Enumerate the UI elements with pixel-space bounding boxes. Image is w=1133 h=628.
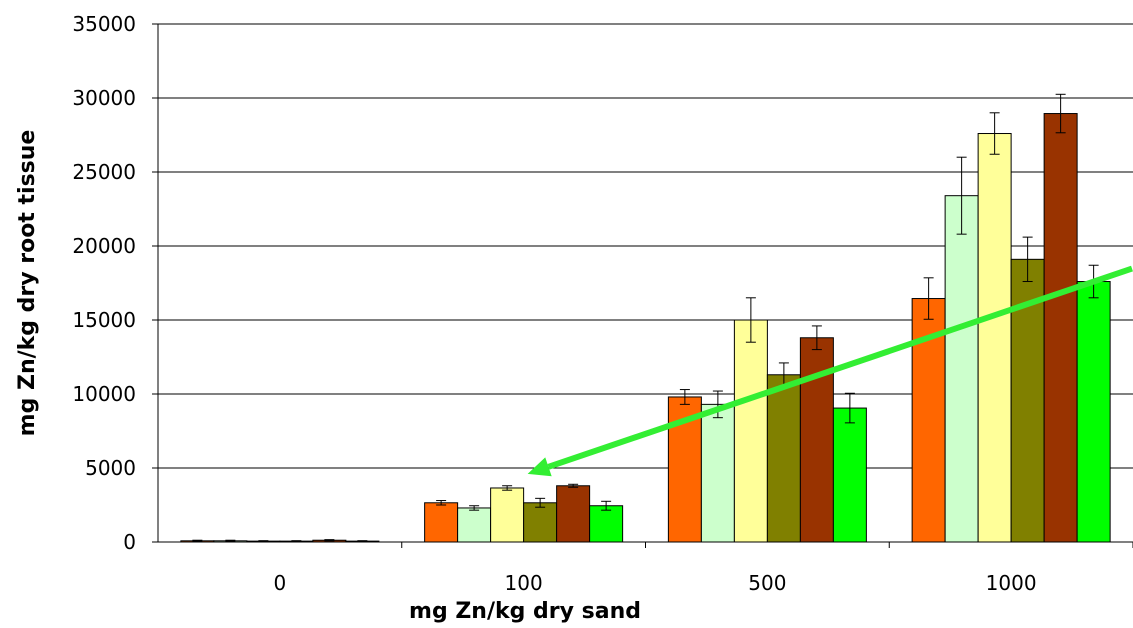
bar (700, 403, 735, 543)
bar (733, 319, 768, 543)
x-tick-label: 100 (505, 571, 543, 595)
y-tick-label: 0 (123, 530, 136, 554)
tick-labels: 0 5000 10000 15000 20000 25000 30000 35000 0 100 5… (72, 12, 1036, 595)
y-tick-label: 15000 (72, 308, 136, 332)
axes (152, 23, 1133, 548)
y-tick-label: 5000 (85, 456, 136, 480)
x-tick-label: 1000 (986, 571, 1037, 595)
bars (180, 113, 1111, 543)
bar (832, 407, 867, 543)
bar (766, 374, 801, 543)
bar (944, 195, 979, 543)
x-tick-label: 0 (274, 571, 287, 595)
bar (556, 485, 591, 543)
x-axis-title: mg Zn/kg dry sand (409, 599, 641, 624)
bar (1076, 281, 1111, 543)
y-tick-label: 25000 (72, 160, 136, 184)
bar (799, 337, 834, 543)
gridlines (158, 23, 1133, 469)
bar (523, 502, 558, 543)
annotation-arrow-shaft (547, 265, 1133, 470)
y-tick-label: 35000 (72, 12, 136, 36)
y-tick-label: 10000 (72, 382, 136, 406)
annotation-arrow-head (527, 457, 552, 477)
bar (424, 502, 459, 543)
bar (457, 507, 492, 543)
y-axis-title: mg Zn/kg dry root tissue (15, 130, 40, 437)
bar (490, 487, 525, 543)
y-tick-label: 20000 (72, 234, 136, 258)
x-tick-label: 500 (748, 571, 786, 595)
bar (589, 505, 624, 543)
y-tick-label: 30000 (72, 86, 136, 110)
bar (1043, 113, 1078, 543)
bar (977, 133, 1012, 543)
annotations (527, 265, 1133, 477)
